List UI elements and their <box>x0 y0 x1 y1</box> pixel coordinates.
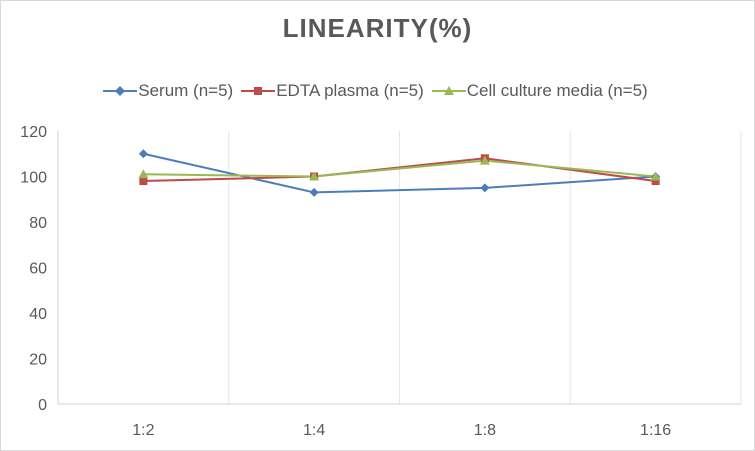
legend-swatch-edta-plasma <box>241 87 276 95</box>
series-marker-0 <box>309 187 319 197</box>
y-tick-label: 100 <box>20 170 47 187</box>
series-marker-2 <box>479 155 490 165</box>
legend-label-edta-plasma: EDTA plasma (n=5) <box>276 81 424 100</box>
legend-item-serum: Serum (n=5) <box>103 81 237 101</box>
series-marker-0 <box>138 149 148 159</box>
series-line-1 <box>143 157 656 183</box>
y-tick-label: 60 <box>29 261 47 278</box>
legend-swatch-cell-culture-media <box>431 86 466 95</box>
series-line-0 <box>143 152 656 194</box>
y-tick-label: 0 <box>38 397 47 414</box>
legend-swatch-serum <box>103 86 138 96</box>
series-marker-2 <box>650 171 661 181</box>
legend-label-cell-culture-media: Cell culture media (n=5) <box>466 81 648 100</box>
y-tick-label: 80 <box>29 215 47 232</box>
x-tick-label: 1:4 <box>303 422 325 439</box>
chart-title: LINEARITY(%) <box>282 13 473 43</box>
legend-item-edta-plasma: EDTA plasma (n=5) <box>241 81 428 101</box>
x-tick-label: 1:8 <box>474 422 496 439</box>
y-tick-label: 40 <box>29 306 47 323</box>
y-tick-label: 120 <box>20 124 47 141</box>
legend: Serum (n=5) EDTA plasma (n=5) Cell cultu… <box>1 79 754 103</box>
x-tick-label: 1:16 <box>640 422 671 439</box>
y-tick-label: 20 <box>29 352 47 369</box>
x-tick-label: 1:2 <box>132 422 154 439</box>
series-marker-1 <box>139 177 148 186</box>
series-line-2 <box>143 159 656 178</box>
legend-item-cell-culture-media: Cell culture media (n=5) <box>431 81 652 101</box>
legend-label-serum: Serum (n=5) <box>138 81 234 100</box>
series-marker-2 <box>138 169 149 179</box>
series-marker-1 <box>651 177 660 186</box>
series-marker-2 <box>309 171 320 181</box>
series-marker-0 <box>480 183 490 193</box>
